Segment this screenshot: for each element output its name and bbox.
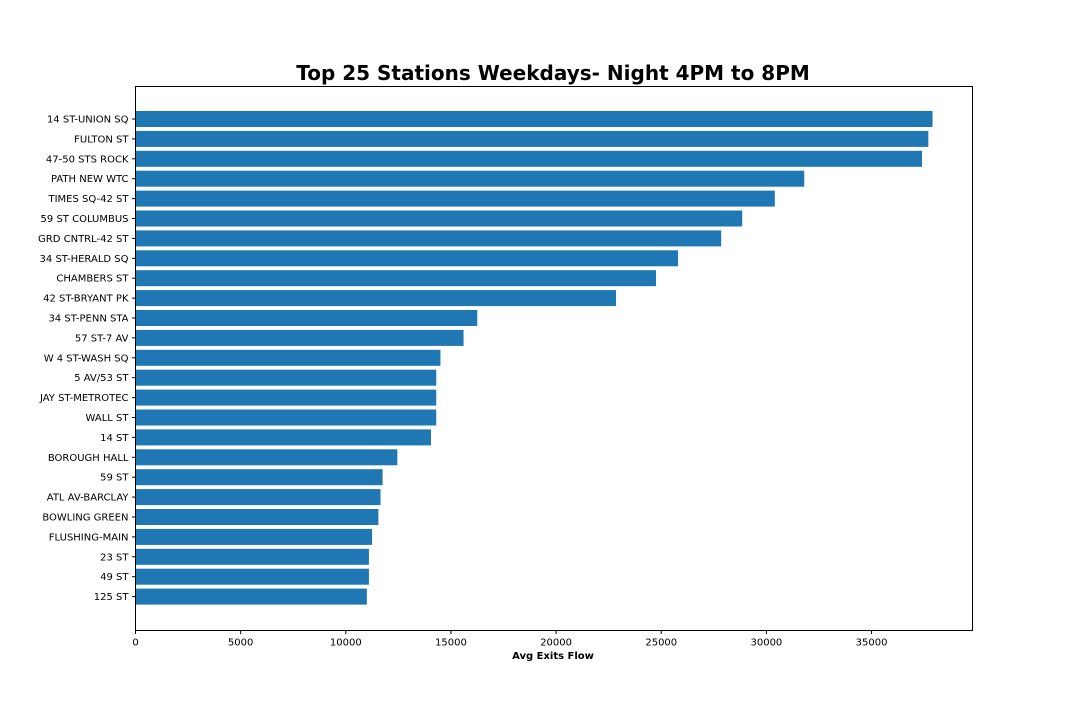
y-tick-label: PATH NEW WTC xyxy=(51,174,129,185)
y-tick-label: 125 ST xyxy=(94,592,130,603)
y-tick-label: 57 ST-7 AV xyxy=(75,333,129,344)
bar-times-sq-42-st xyxy=(135,190,775,207)
x-tick-label: 5000 xyxy=(228,638,253,649)
x-tick-label: 15000 xyxy=(435,638,467,649)
y-tick-label: 14 ST xyxy=(100,433,129,444)
bar-47-50-sts-rock xyxy=(135,150,923,167)
x-tick-label: 20000 xyxy=(540,638,572,649)
y-tick-label: ATL AV-BARCLAY xyxy=(47,493,130,504)
bar-59-st xyxy=(135,469,383,486)
y-axis-ticks: 14 ST-UNION SQ FULTON ST 47-50 STS ROCK PAT… xyxy=(38,115,136,603)
y-tick-label: BOWLING GREEN xyxy=(42,513,128,524)
bar-5-av-53-st xyxy=(135,369,437,386)
bar-42-st-bryant-pk xyxy=(135,290,617,307)
y-tick-label: 23 ST xyxy=(100,552,129,563)
bar-flushing-main xyxy=(135,528,373,545)
y-tick-label: 49 ST xyxy=(100,572,129,583)
y-tick-label: W 4 ST-WASH SQ xyxy=(44,353,129,364)
bar-23-st xyxy=(135,548,369,565)
bar-borough-hall xyxy=(135,449,398,466)
y-tick-label: 59 ST COLUMBUS xyxy=(41,214,129,225)
bar-14-st-union-sq xyxy=(135,111,933,127)
y-tick-label: BOROUGH HALL xyxy=(48,453,129,464)
y-tick-label: JAY ST-METROTEC xyxy=(39,393,129,404)
bar-59-st-columbus xyxy=(135,210,743,227)
y-tick-label: 34 ST-PENN STA xyxy=(48,314,128,325)
x-tick-label: 0 xyxy=(132,638,138,649)
bars-group xyxy=(135,111,933,605)
x-axis-label: Avg Exits Flow xyxy=(512,651,594,662)
y-tick-label: WALL ST xyxy=(86,413,130,424)
y-tick-label: 42 ST-BRYANT PK xyxy=(43,294,129,305)
y-tick-label: 5 AV/53 ST xyxy=(74,373,129,384)
bar-atl-av-barclay xyxy=(135,489,381,506)
plot-frame xyxy=(135,86,973,631)
bar-wall-st xyxy=(135,409,437,426)
x-axis-ticks: 0 5000 10000 15000 20000 25000 30000 35000 xyxy=(132,630,888,649)
bar-path-new-wtc xyxy=(135,170,805,187)
y-tick-label: 14 ST-UNION SQ xyxy=(47,115,129,126)
y-tick-label: TIMES SQ-42 ST xyxy=(48,194,130,205)
bar-125-st xyxy=(135,588,367,605)
bar-14-st xyxy=(135,429,431,446)
x-tick-label: 35000 xyxy=(856,638,888,649)
bar-jay-st-metrotec xyxy=(135,389,437,406)
y-tick-label: 47-50 STS ROCK xyxy=(46,154,129,165)
bar-34-st-penn-sta xyxy=(135,310,478,326)
bar-fulton-st xyxy=(135,130,929,147)
bar-bowling-green xyxy=(135,509,379,525)
bar-49-st xyxy=(135,568,369,585)
y-tick-label: 34 ST-HERALD SQ xyxy=(40,254,129,265)
bar-57-st-7-av xyxy=(135,329,464,346)
x-tick-label: 10000 xyxy=(330,638,362,649)
y-tick-label: CHAMBERS ST xyxy=(56,274,129,285)
y-tick-label: FULTON ST xyxy=(74,134,129,145)
bar-34-st-herald-sq xyxy=(135,250,679,267)
y-tick-label: GRD CNTRL-42 ST xyxy=(38,234,129,245)
bar-grd-cntrl-42-st xyxy=(135,230,722,247)
chart-title: Top 25 Stations Weekdays- Night 4PM to 8… xyxy=(296,61,810,85)
y-tick-label: 59 ST xyxy=(100,473,129,484)
bar-w-4-st-wash-sq xyxy=(135,349,441,366)
bar-chambers-st xyxy=(135,270,656,287)
x-tick-label: 30000 xyxy=(750,638,782,649)
y-tick-label: FLUSHING-MAIN xyxy=(49,532,129,543)
x-tick-label: 25000 xyxy=(645,638,677,649)
